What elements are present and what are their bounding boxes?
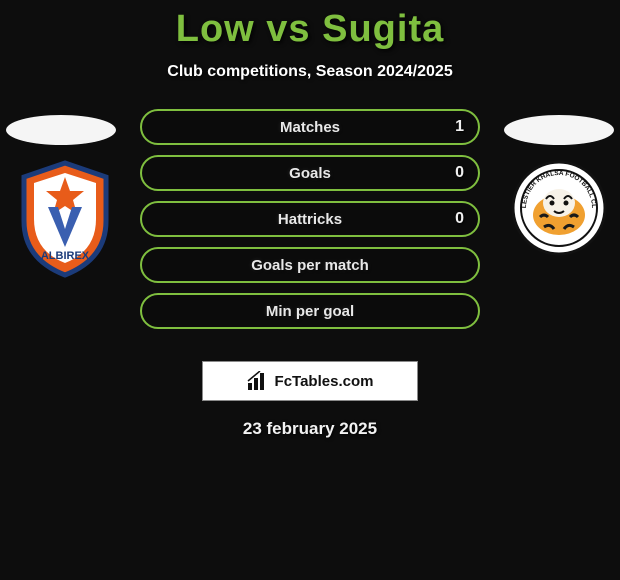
- stat-value: 0: [455, 210, 464, 228]
- stat-row-matches: Matches 1: [140, 109, 480, 145]
- stat-label: Hattricks: [278, 211, 342, 228]
- stat-label: Goals: [289, 165, 331, 182]
- player-ellipse-right: [504, 115, 614, 145]
- stat-label: Min per goal: [266, 303, 354, 320]
- stat-rows: Matches 1 Goals 0 Hattricks 0 Goals per …: [140, 109, 480, 339]
- page-title: Low vs Sugita: [0, 0, 620, 51]
- brand-text: FcTables.com: [275, 373, 374, 390]
- crest-right: BALESTIER KHALSA FOOTBALL CLUB: [510, 159, 608, 262]
- date-line: 23 february 2025: [0, 419, 620, 439]
- albirex-crest-icon: ALBIREX: [12, 159, 118, 279]
- stats-area: ALBIREX BALESTIER KHALSA FOOTBALL CLUB M…: [0, 109, 620, 349]
- svg-text:ALBIREX: ALBIREX: [41, 250, 90, 262]
- stat-row-goals-per-match: Goals per match: [140, 247, 480, 283]
- player-ellipse-left: [6, 115, 116, 145]
- bar-chart-icon: [247, 371, 269, 391]
- stat-label: Matches: [280, 119, 340, 136]
- crest-left: ALBIREX: [12, 159, 118, 284]
- stat-label: Goals per match: [251, 257, 369, 274]
- stat-row-min-per-goal: Min per goal: [140, 293, 480, 329]
- subtitle: Club competitions, Season 2024/2025: [0, 63, 620, 81]
- stat-value: 0: [455, 164, 464, 182]
- stat-row-goals: Goals 0: [140, 155, 480, 191]
- stat-value: 1: [455, 118, 464, 136]
- balestier-crest-icon: BALESTIER KHALSA FOOTBALL CLUB: [510, 159, 608, 257]
- stat-row-hattricks: Hattricks 0: [140, 201, 480, 237]
- brand-box[interactable]: FcTables.com: [202, 361, 418, 401]
